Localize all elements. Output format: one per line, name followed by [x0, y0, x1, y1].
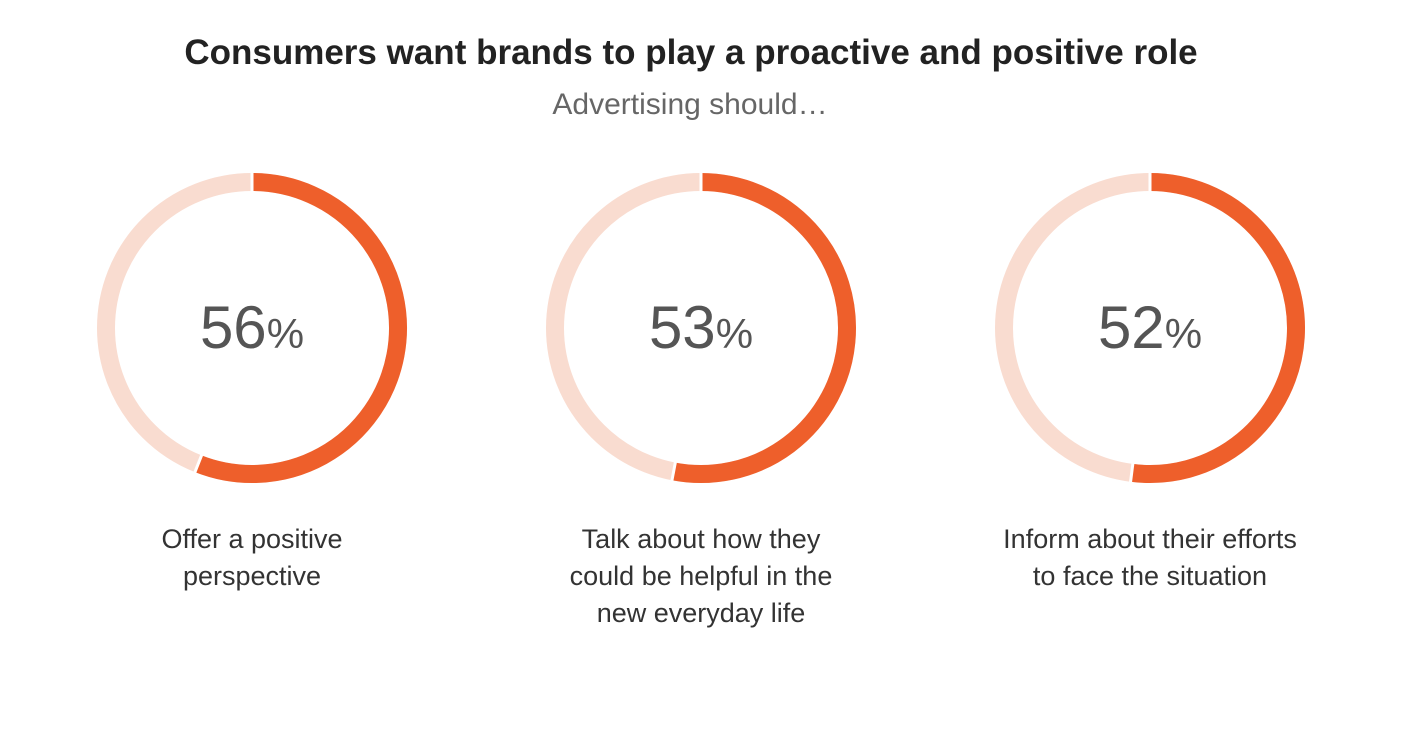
chart-subtitle: Advertising should…	[552, 88, 827, 121]
donut-category-label: could be helpful in the	[570, 561, 833, 591]
donut-value-label: 53%	[649, 294, 753, 361]
donut-gap	[1128, 462, 1135, 483]
donut-arc	[194, 173, 407, 483]
donut-category-label: to face the situation	[1033, 561, 1267, 591]
chart-title: Consumers want brands to play a proactiv…	[184, 33, 1197, 72]
donut-category-label: Inform about their efforts	[1003, 524, 1297, 554]
donut-category-label: Talk about how they	[582, 524, 821, 554]
donut-gap	[193, 453, 204, 474]
donut-arc	[671, 173, 856, 483]
donut-value-label: 52%	[1098, 294, 1202, 361]
donut-category-label: Offer a positive	[161, 524, 342, 554]
donut-category-label: perspective	[183, 561, 321, 591]
donut-arc	[1130, 173, 1305, 483]
donut-value-label: 56%	[200, 294, 304, 361]
donut-gap	[670, 461, 677, 482]
donut-category-label: new everyday life	[597, 598, 806, 628]
